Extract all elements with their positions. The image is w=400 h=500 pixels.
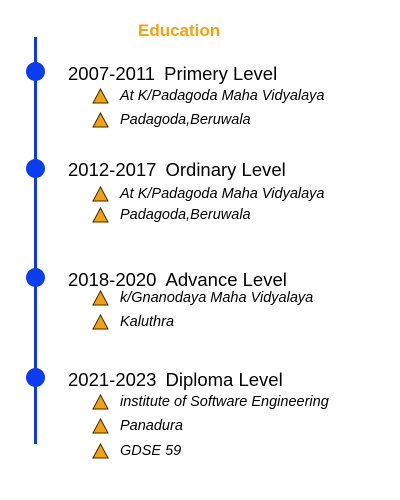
entry-detail-text: Padagoda,Beruwala — [120, 112, 251, 128]
entry-heading: 2012-2017 Ordinary Level — [68, 159, 286, 181]
entry-detail-text: Kaluthra — [120, 314, 175, 330]
triangle-bullet-icon — [92, 186, 109, 202]
triangle-bullet-icon — [92, 418, 109, 434]
triangle-bullet-icon — [92, 88, 109, 104]
entry-detail-text: At K/Padagoda Maha Vidyalaya — [120, 88, 325, 104]
entry-detail-text: Panadura — [120, 418, 183, 434]
entry-heading: 2018-2020 Advance Level — [68, 269, 287, 291]
entry-heading: 2007-2011 Primery Level — [68, 63, 277, 85]
entry-heading: 2021-2023 Diploma Level — [68, 369, 283, 391]
triangle-bullet-icon — [92, 314, 109, 330]
triangle-bullet-icon — [92, 112, 109, 128]
entry-level: Diploma Level — [165, 369, 283, 390]
entry-years: 2007-2011 — [68, 63, 156, 84]
timeline-line — [34, 37, 37, 444]
entry-level: Ordinary Level — [165, 159, 286, 180]
entry-years: 2012-2017 — [68, 159, 157, 180]
section-title: Education — [138, 21, 221, 40]
entry-level: Primery Level — [164, 63, 278, 84]
triangle-bullet-icon — [92, 290, 109, 306]
entry-detail-text: GDSE 59 — [120, 443, 182, 459]
triangle-bullet-icon — [92, 394, 109, 410]
entry-level: Advance Level — [165, 269, 287, 290]
entry-detail-text: At K/Padagoda Maha Vidyalaya — [120, 186, 325, 202]
entry-years: 2021-2023 — [68, 369, 157, 390]
timeline-dot — [26, 159, 45, 178]
entry-detail-text: k/Gnanodaya Maha Vidyalaya — [120, 290, 314, 306]
entry-years: 2018-2020 — [68, 269, 157, 290]
entry-detail-text: institute of Software Engineering — [120, 394, 329, 410]
timeline-dot — [26, 268, 45, 287]
entry-detail-text: Padagoda,Beruwala — [120, 207, 251, 223]
timeline-dot — [26, 368, 45, 387]
timeline-dot — [26, 62, 45, 81]
triangle-bullet-icon — [92, 207, 109, 223]
triangle-bullet-icon — [92, 443, 109, 459]
